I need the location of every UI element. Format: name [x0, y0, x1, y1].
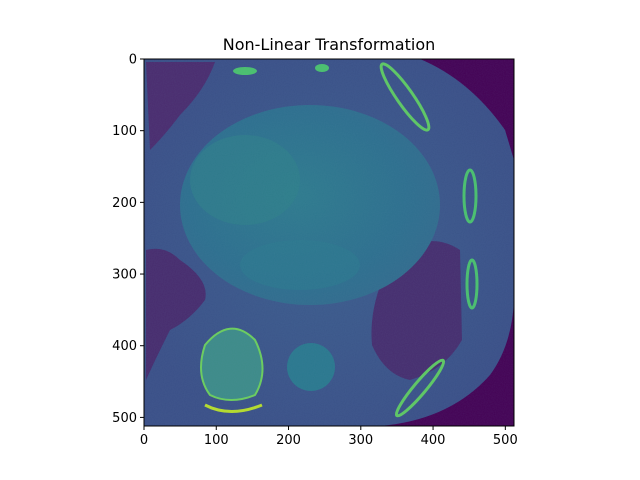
- x-tick-label: 400: [421, 433, 446, 448]
- y-tick-label: 500: [112, 411, 137, 426]
- axes-frame: [143, 58, 515, 427]
- x-axis: 0 100 200 300 400 500: [140, 426, 518, 448]
- x-tick-label: 500: [493, 433, 518, 448]
- y-tick-label: 200: [112, 196, 137, 211]
- y-tick-label: 0: [129, 53, 137, 68]
- x-tick-label: 300: [348, 433, 373, 448]
- y-tick-label: 100: [112, 124, 137, 139]
- heatmap-image: [144, 59, 514, 426]
- y-tick-label: 400: [112, 339, 137, 354]
- chart-title: Non-Linear Transformation: [223, 35, 436, 54]
- y-axis: 0 100 200 300 400 500: [112, 53, 144, 426]
- y-tick-label: 300: [112, 268, 137, 283]
- x-tick-label: 200: [276, 433, 301, 448]
- image-noise: [144, 59, 514, 426]
- x-tick-label: 100: [204, 433, 229, 448]
- x-tick-label: 0: [140, 433, 148, 448]
